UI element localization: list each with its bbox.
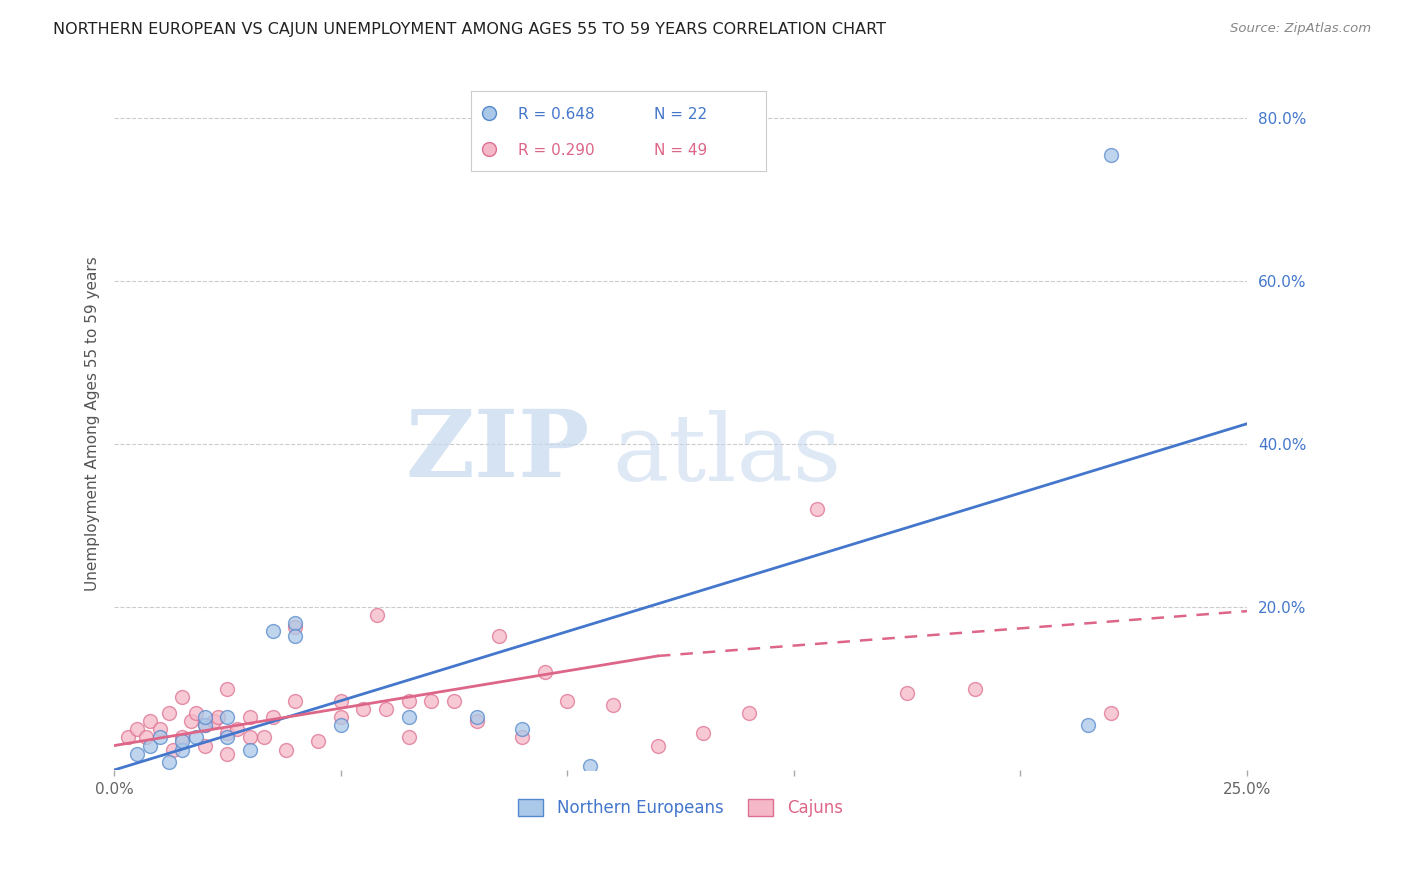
Point — [184, 706, 207, 720]
Y-axis label: Unemployment Among Ages 55 to 59 years: Unemployment Among Ages 55 to 59 years — [86, 256, 100, 591]
Point — [579, 759, 602, 773]
Point — [194, 718, 217, 732]
Point — [180, 714, 202, 728]
Point — [148, 731, 170, 745]
Point — [139, 714, 162, 728]
Point — [253, 731, 276, 745]
Point — [398, 710, 420, 724]
Point — [806, 502, 828, 516]
Point — [225, 723, 247, 737]
Point — [443, 694, 465, 708]
Point — [172, 734, 194, 748]
Point — [194, 710, 217, 724]
Point — [217, 731, 239, 745]
Point — [125, 723, 148, 737]
Point — [557, 694, 579, 708]
Point — [262, 710, 284, 724]
Text: NORTHERN EUROPEAN VS CAJUN UNEMPLOYMENT AMONG AGES 55 TO 59 YEARS CORRELATION CH: NORTHERN EUROPEAN VS CAJUN UNEMPLOYMENT … — [53, 22, 886, 37]
Point — [284, 620, 307, 634]
Point — [692, 726, 714, 740]
Point — [217, 681, 239, 696]
Point — [1099, 148, 1122, 162]
Point — [157, 706, 180, 720]
Point — [465, 710, 488, 724]
Point — [1099, 706, 1122, 720]
Point — [276, 742, 298, 756]
Point — [217, 726, 239, 740]
Point — [375, 702, 398, 716]
Point — [139, 739, 162, 753]
Point — [510, 731, 533, 745]
Text: Source: ZipAtlas.com: Source: ZipAtlas.com — [1230, 22, 1371, 36]
Point — [239, 710, 262, 724]
Point — [172, 690, 194, 704]
Point — [239, 742, 262, 756]
Point — [184, 731, 207, 745]
Point — [148, 723, 170, 737]
Point — [896, 685, 918, 699]
Point — [352, 702, 374, 716]
Point — [157, 755, 180, 769]
Point — [135, 731, 157, 745]
Point — [510, 723, 533, 737]
Point — [194, 718, 217, 732]
Point — [194, 739, 217, 753]
Point — [329, 694, 352, 708]
Point — [217, 747, 239, 761]
Point — [162, 742, 184, 756]
Point — [239, 731, 262, 745]
Point — [329, 718, 352, 732]
Point — [366, 608, 388, 623]
Point — [737, 706, 759, 720]
Point — [420, 694, 443, 708]
Point — [202, 714, 225, 728]
Point — [533, 665, 555, 680]
Text: atlas: atlas — [613, 410, 842, 500]
Point — [465, 714, 488, 728]
Point — [329, 710, 352, 724]
Text: ZIP: ZIP — [406, 407, 591, 497]
Point — [1077, 718, 1099, 732]
Point — [398, 731, 420, 745]
Point — [307, 734, 329, 748]
Point — [125, 747, 148, 761]
Point — [602, 698, 624, 712]
Point — [262, 624, 284, 639]
Point — [398, 694, 420, 708]
Point — [284, 629, 307, 643]
Point — [284, 616, 307, 631]
Legend: Northern Europeans, Cajuns: Northern Europeans, Cajuns — [512, 792, 849, 824]
Point — [217, 710, 239, 724]
Point — [284, 694, 307, 708]
Point — [117, 731, 139, 745]
Point — [965, 681, 987, 696]
Point — [172, 742, 194, 756]
Point — [488, 629, 510, 643]
Point — [172, 731, 194, 745]
Point — [647, 739, 669, 753]
Point — [207, 710, 229, 724]
